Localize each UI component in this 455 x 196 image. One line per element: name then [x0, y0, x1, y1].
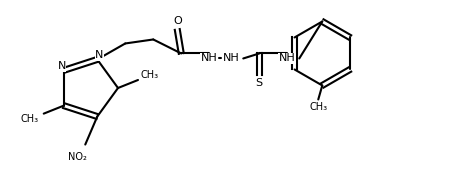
Text: CH₃: CH₃	[309, 103, 327, 113]
Text: O: O	[173, 16, 182, 26]
Text: N: N	[57, 61, 66, 71]
Text: CH₃: CH₃	[141, 70, 159, 80]
Text: S: S	[256, 78, 263, 88]
Text: NH: NH	[223, 54, 240, 64]
Text: NH: NH	[279, 54, 296, 64]
Text: CH₃: CH₃	[20, 114, 39, 124]
Text: NH: NH	[201, 54, 217, 64]
Text: N: N	[95, 50, 103, 61]
Text: NO₂: NO₂	[68, 152, 87, 162]
